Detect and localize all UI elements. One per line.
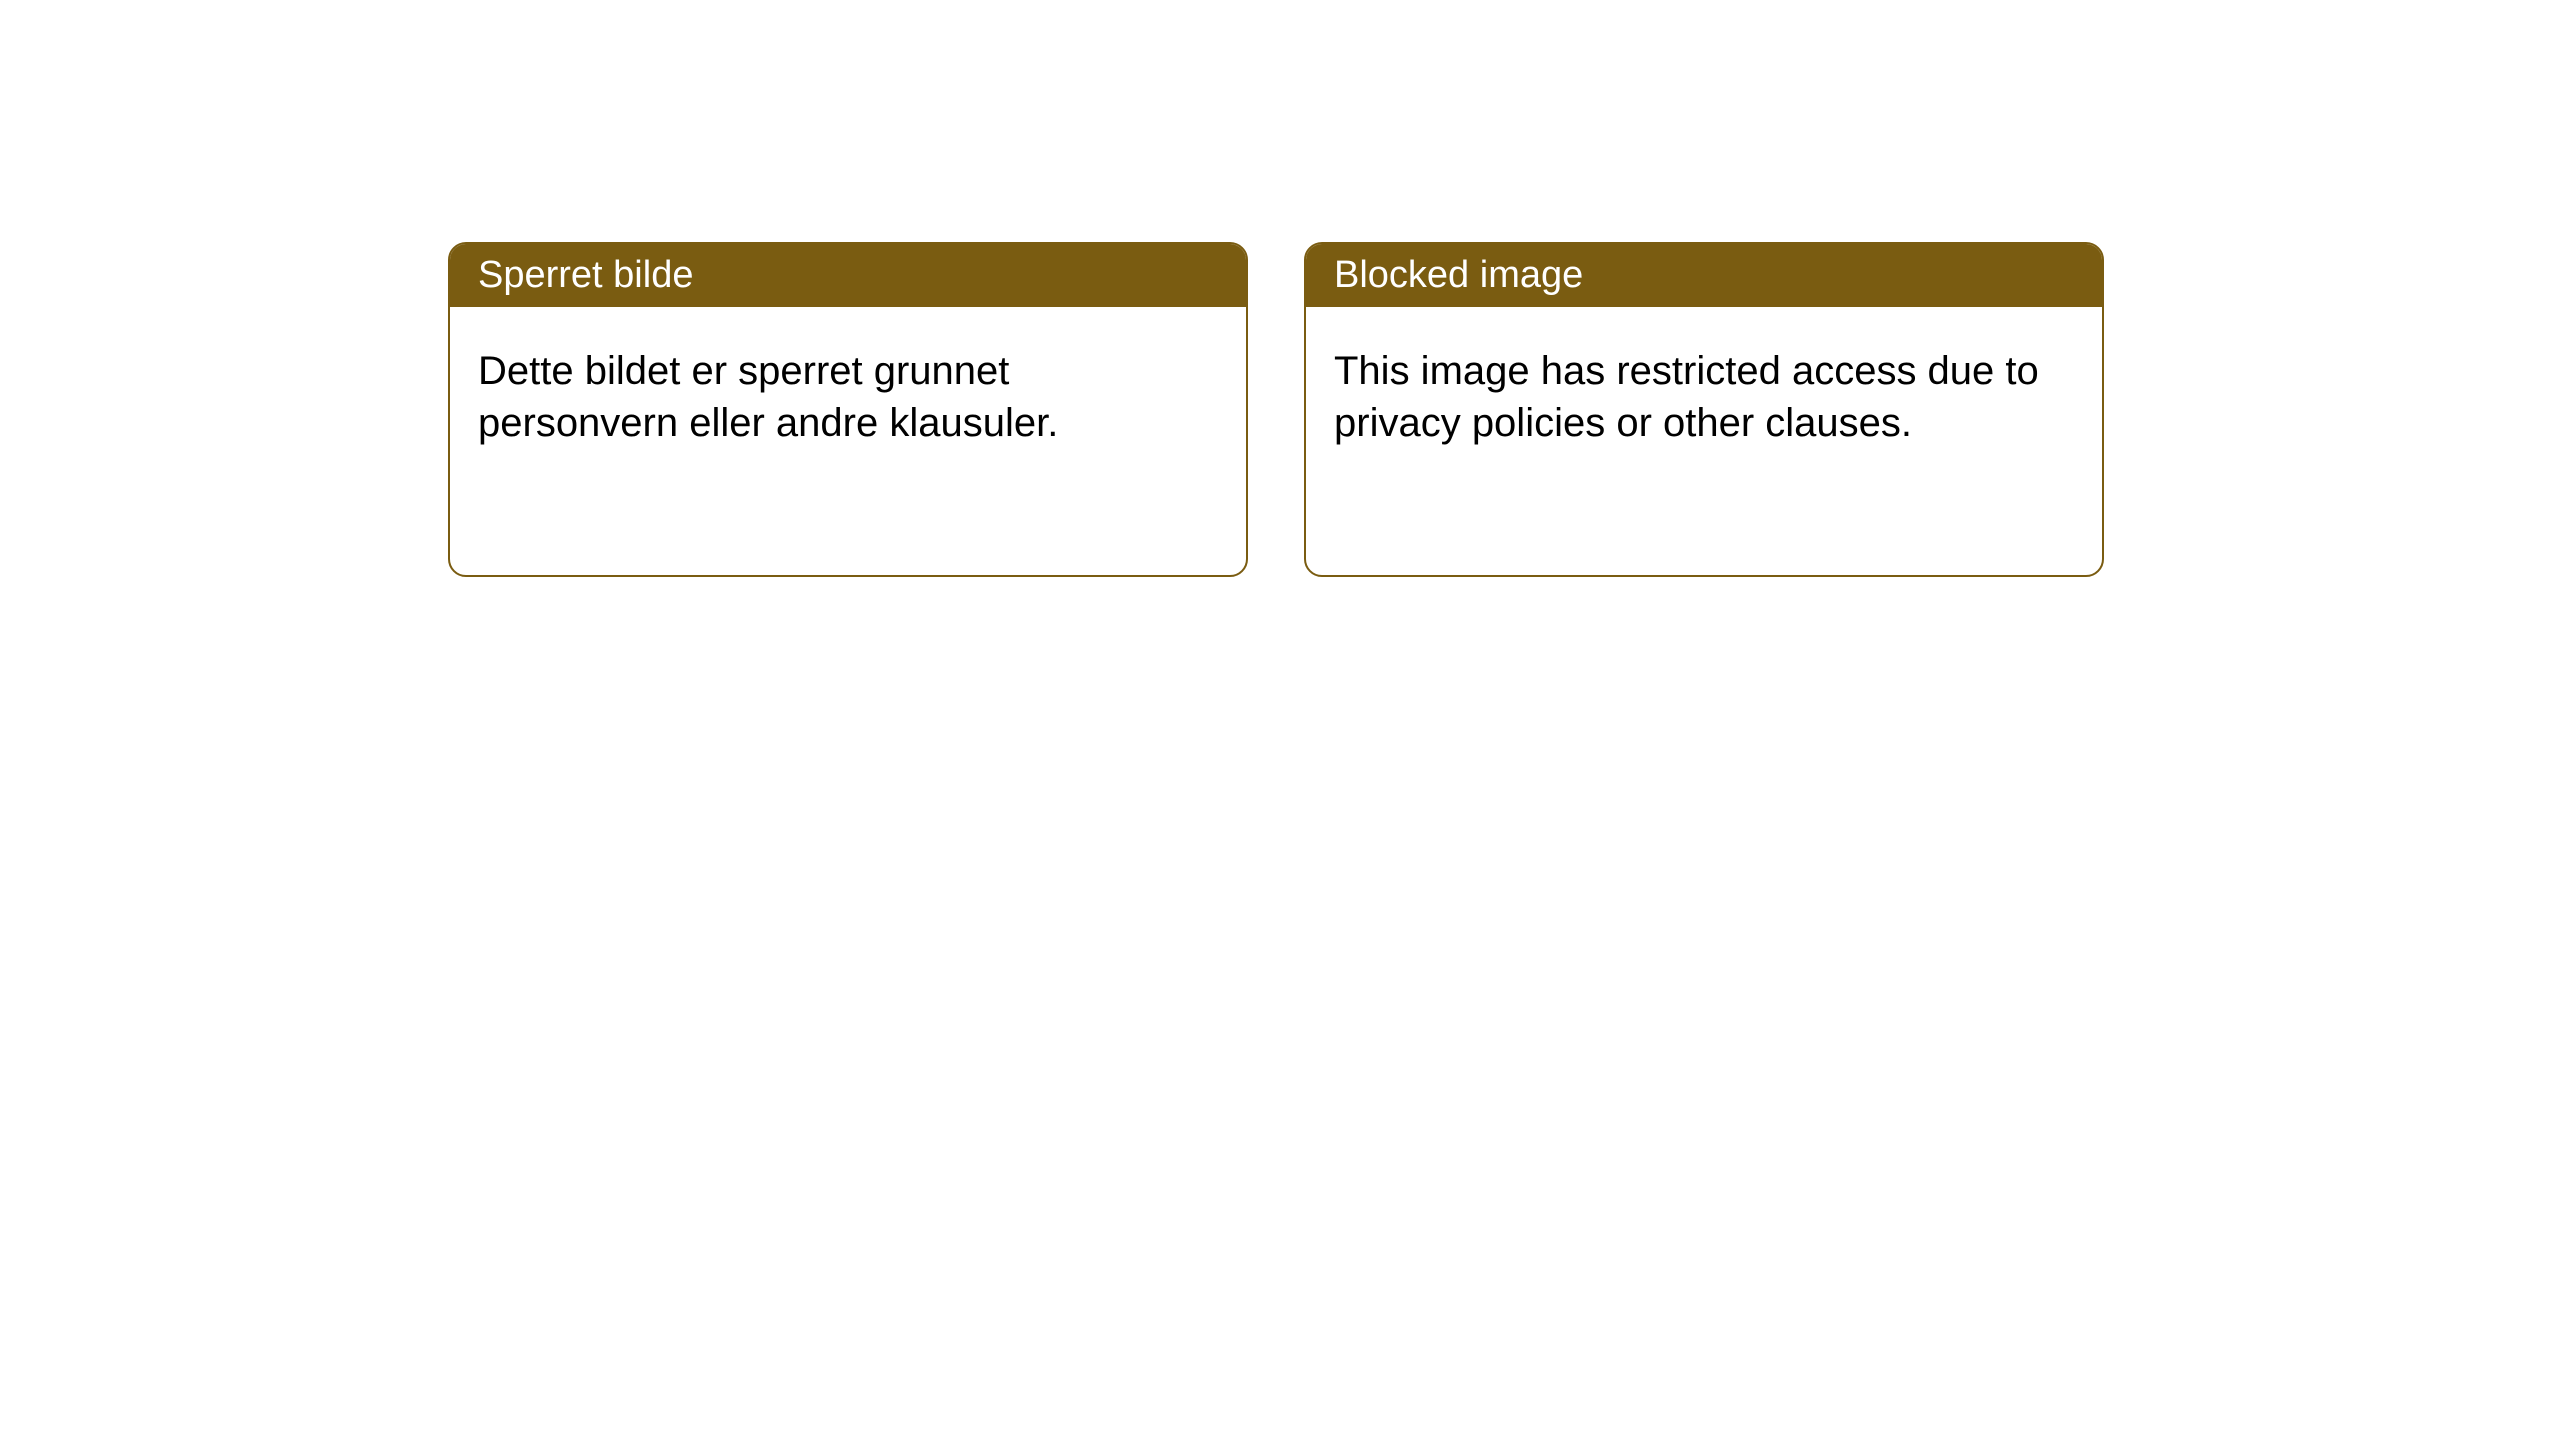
notice-body-english: This image has restricted access due to …	[1306, 307, 2102, 487]
notice-header-norwegian: Sperret bilde	[450, 244, 1246, 307]
notice-box-english: Blocked image This image has restricted …	[1304, 242, 2104, 577]
notice-header-english: Blocked image	[1306, 244, 2102, 307]
notice-container: Sperret bilde Dette bildet er sperret gr…	[448, 242, 2104, 577]
notice-box-norwegian: Sperret bilde Dette bildet er sperret gr…	[448, 242, 1248, 577]
notice-body-norwegian: Dette bildet er sperret grunnet personve…	[450, 307, 1246, 487]
